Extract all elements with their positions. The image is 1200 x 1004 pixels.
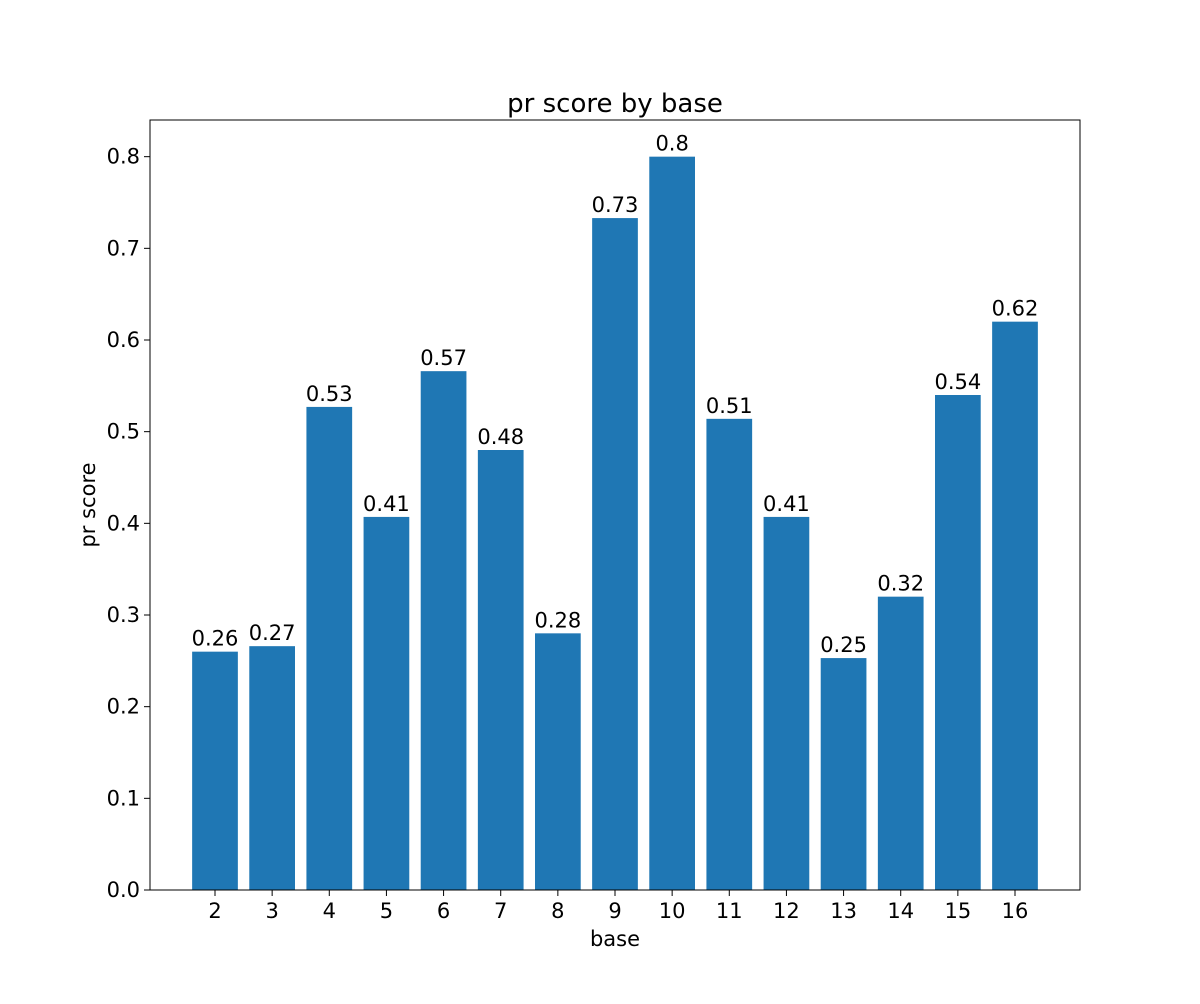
bar-11 <box>706 418 753 890</box>
y-ticks-layer: 0.0 0.1 0.2 0.3 0.4 0.5 0.6 0.7 0.8 <box>107 145 150 902</box>
x-tick-label-6: 6 <box>437 899 450 923</box>
bar-5 <box>363 516 410 890</box>
y-tick-label-5: 0.5 <box>107 420 140 444</box>
data-label-6: 0.57 <box>420 346 467 370</box>
data-label-15: 0.54 <box>934 370 981 394</box>
x-tick-label-12: 12 <box>773 899 800 923</box>
y-tick-label-0: 0.0 <box>107 878 140 902</box>
bar-16 <box>992 321 1038 891</box>
bar-3 <box>249 646 295 890</box>
data-label-2: 0.26 <box>192 627 239 651</box>
x-tick-label-7: 7 <box>494 899 507 923</box>
x-tick-label-10: 10 <box>659 899 686 923</box>
bar-14 <box>877 596 924 890</box>
y-tick-label-8: 0.8 <box>107 145 140 169</box>
bar-8 <box>535 633 581 890</box>
bar-13 <box>820 658 867 890</box>
data-label-9: 0.73 <box>592 193 639 217</box>
bar-10 <box>649 156 695 890</box>
data-label-5: 0.41 <box>363 492 410 516</box>
bar-12 <box>763 516 810 890</box>
x-tick-label-11: 11 <box>716 899 743 923</box>
x-tick-label-13: 13 <box>830 899 857 923</box>
x-tick-label-3: 3 <box>265 899 278 923</box>
x-tick-label-14: 14 <box>887 899 914 923</box>
bar-7 <box>477 450 524 890</box>
data-label-4: 0.53 <box>306 382 353 406</box>
x-tick-label-4: 4 <box>323 899 336 923</box>
data-label-11: 0.51 <box>706 394 753 418</box>
bar-4 <box>306 406 353 890</box>
data-label-12: 0.41 <box>763 492 810 516</box>
data-label-13: 0.25 <box>820 633 867 657</box>
data-label-10: 0.8 <box>655 132 688 156</box>
data-label-3: 0.27 <box>249 621 296 645</box>
y-tick-label-3: 0.3 <box>107 603 140 627</box>
data-label-8: 0.28 <box>534 608 581 632</box>
x-tick-label-15: 15 <box>944 899 971 923</box>
chart-title: pr score by base <box>507 89 723 119</box>
x-tick-label-5: 5 <box>380 899 393 923</box>
bar-15 <box>935 395 981 890</box>
y-tick-label-1: 0.1 <box>107 786 140 810</box>
x-tick-label-8: 8 <box>551 899 564 923</box>
x-tick-label-16: 16 <box>1002 899 1029 923</box>
bar-2 <box>192 651 238 890</box>
y-tick-label-4: 0.4 <box>107 511 140 535</box>
bar-6 <box>420 371 467 891</box>
x-tick-label-2: 2 <box>208 899 221 923</box>
y-tick-label-6: 0.6 <box>107 328 140 352</box>
data-label-14: 0.32 <box>877 572 924 596</box>
data-labels-layer: 0.26 0.27 0.53 0.41 0.57 0.48 0.28 0.73 0.8 0.51 0… <box>192 132 1039 657</box>
data-label-7: 0.48 <box>477 425 524 449</box>
y-axis-label: pr score <box>76 462 100 547</box>
data-label-16: 0.62 <box>992 297 1039 321</box>
bar-9 <box>592 218 638 891</box>
x-axis-label: base <box>590 927 640 951</box>
bars-layer <box>192 156 1038 891</box>
x-ticks-layer: 2 3 4 5 6 7 8 9 10 11 12 13 14 15 16 <box>208 890 1028 923</box>
x-tick-label-9: 9 <box>608 899 621 923</box>
plot-area-frame <box>149 119 1081 891</box>
y-tick-label-2: 0.2 <box>107 695 140 719</box>
y-tick-label-7: 0.7 <box>107 236 140 260</box>
